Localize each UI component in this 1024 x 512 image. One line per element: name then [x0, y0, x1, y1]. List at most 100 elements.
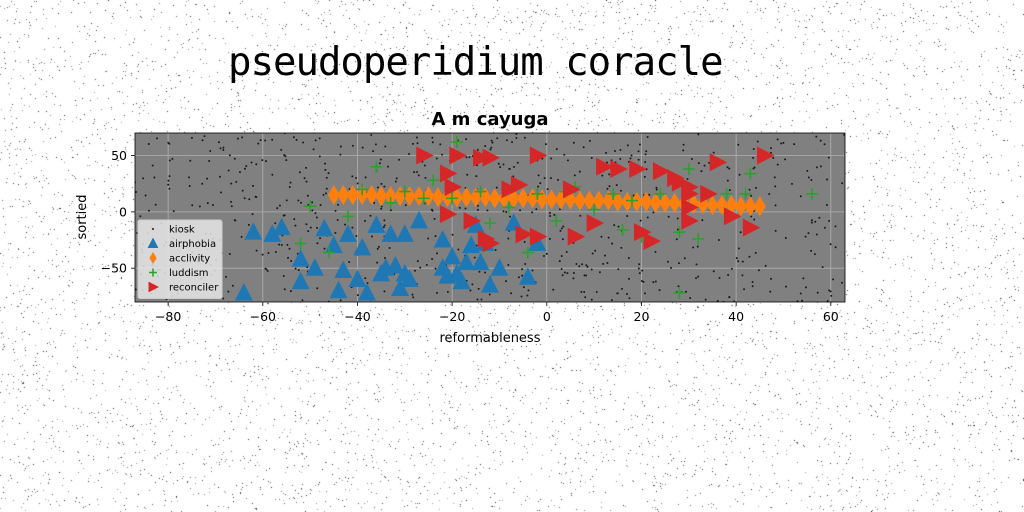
kiosk-point	[575, 262, 578, 265]
x-tick-label: −40	[344, 309, 370, 324]
kiosk-point	[255, 163, 258, 166]
airphobia-point	[490, 258, 509, 276]
kiosk-point	[741, 274, 744, 277]
kiosk-point	[243, 197, 246, 200]
x-tick-label: 0	[543, 309, 551, 324]
kiosk-point	[325, 187, 328, 190]
acclivity-point	[431, 187, 444, 208]
kiosk-point	[606, 187, 609, 190]
kiosk-point	[537, 185, 540, 188]
kiosk-point	[645, 150, 648, 153]
kiosk-point	[692, 246, 695, 249]
acclivity-point	[706, 195, 719, 216]
luddism-point	[626, 194, 638, 207]
kiosk-point	[431, 136, 434, 139]
kiosk-point	[451, 233, 454, 236]
kiosk-point	[464, 207, 467, 210]
kiosk-point	[380, 207, 383, 210]
kiosk-point	[553, 213, 556, 216]
kiosk-point	[683, 257, 686, 260]
kiosk-point	[172, 210, 175, 213]
airphobia-point	[234, 282, 253, 301]
legend-label-airphobia: airphobia	[169, 239, 216, 250]
kiosk-point	[815, 166, 818, 169]
kiosk-point	[548, 211, 551, 214]
kiosk-point	[646, 136, 649, 139]
kiosk-point	[561, 238, 564, 241]
kiosk-point	[201, 182, 204, 185]
reconciler-point	[681, 184, 699, 203]
kiosk-point	[730, 267, 733, 270]
kiosk-point	[670, 266, 673, 269]
luddism-point	[521, 246, 534, 259]
kiosk-point	[423, 164, 426, 167]
airphobia-point	[272, 217, 291, 236]
kiosk-point	[566, 159, 569, 162]
kiosk-point	[815, 233, 818, 236]
kiosk-point	[697, 275, 700, 278]
luddism-point	[304, 200, 317, 213]
airphobia-point	[353, 237, 372, 256]
kiosk-point	[717, 239, 720, 242]
airphobia-point	[329, 280, 348, 299]
kiosk-point	[222, 146, 225, 149]
kiosk-point	[834, 225, 837, 228]
acclivity-point	[488, 188, 501, 209]
acclivity-point	[753, 196, 766, 217]
kiosk-point	[337, 203, 340, 206]
kiosk-point	[823, 143, 826, 146]
x-tick-label: −80	[155, 309, 181, 324]
kiosk-point	[813, 253, 816, 256]
reconciler-point	[439, 205, 458, 224]
luddism-point	[744, 167, 757, 180]
kiosk-point	[378, 162, 381, 165]
acclivity-point	[365, 184, 378, 205]
kiosk-point	[142, 177, 145, 180]
kiosk-point	[741, 260, 744, 263]
figure-suptitle: pseudoperidium coracle	[228, 40, 724, 85]
kiosk-point	[580, 290, 583, 293]
airphobia-point	[305, 258, 324, 276]
kiosk-point	[676, 217, 679, 220]
kiosk-point	[689, 296, 692, 299]
kiosk-point	[585, 274, 588, 277]
kiosk-point	[639, 219, 642, 222]
kiosk-point	[559, 208, 562, 211]
airphobia-point	[291, 249, 310, 267]
kiosk-point	[616, 292, 619, 295]
kiosk-point	[282, 274, 285, 277]
legend-marker-luddism	[149, 268, 157, 277]
kiosk-point	[480, 298, 483, 301]
kiosk-point	[287, 256, 290, 259]
kiosk-point	[573, 174, 576, 177]
kiosk-point	[654, 250, 657, 253]
airphobia-point	[462, 235, 481, 254]
airphobia-point	[518, 267, 537, 285]
kiosk-point	[266, 269, 269, 272]
kiosk-point	[227, 290, 230, 293]
kiosk-point	[243, 167, 246, 170]
acclivity-point	[630, 191, 643, 212]
kiosk-point	[383, 290, 386, 293]
kiosk-point	[677, 262, 680, 265]
kiosk-point	[583, 274, 586, 277]
kiosk-point	[351, 226, 354, 229]
kiosk-point	[563, 271, 566, 274]
kiosk-point	[524, 263, 527, 266]
kiosk-point	[307, 230, 310, 233]
kiosk-point	[228, 253, 231, 256]
kiosk-point	[323, 247, 326, 250]
kiosk-point	[322, 193, 325, 196]
reconciler-point	[463, 211, 482, 230]
acclivity-point	[375, 186, 388, 207]
kiosk-point	[229, 200, 232, 203]
kiosk-point	[334, 209, 337, 212]
kiosk-point	[790, 182, 793, 185]
kiosk-point	[469, 289, 472, 292]
kiosk-point	[285, 199, 288, 202]
kiosk-point	[582, 146, 585, 149]
kiosk-point	[748, 188, 751, 191]
luddism-point	[450, 136, 463, 149]
kiosk-point	[628, 297, 631, 300]
kiosk-point	[776, 163, 779, 166]
